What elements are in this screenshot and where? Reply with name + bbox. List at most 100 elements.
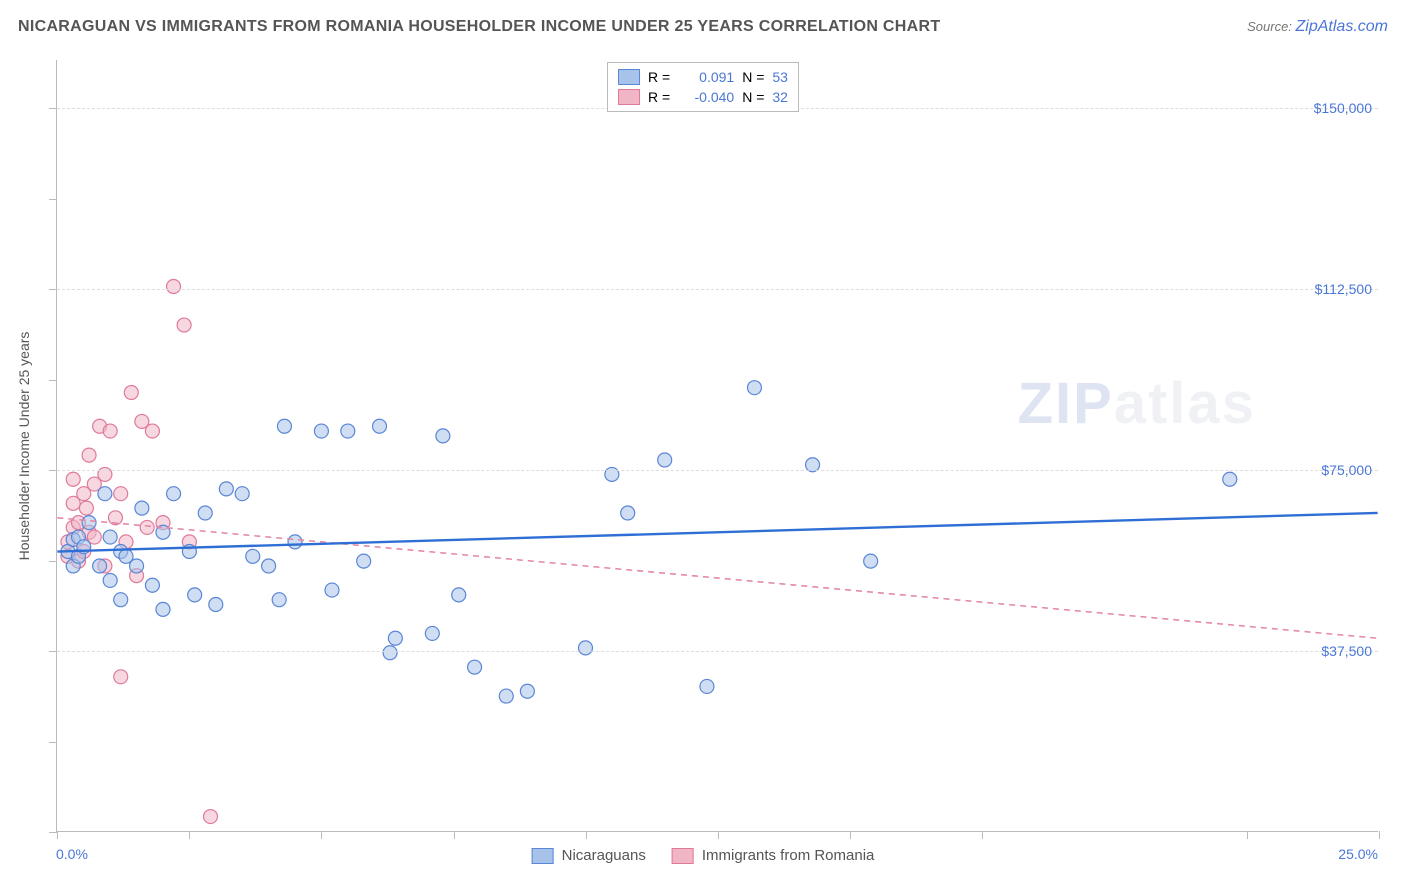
scatter-point — [156, 602, 170, 616]
x-tick — [321, 831, 322, 839]
x-axis-min-label: 0.0% — [56, 846, 88, 862]
scatter-svg — [57, 60, 1378, 831]
y-tick — [49, 199, 57, 200]
swatch-series-0 — [618, 69, 640, 85]
x-axis-max-label: 25.0% — [1338, 846, 1378, 862]
scatter-point — [341, 424, 355, 438]
scatter-point — [114, 670, 128, 684]
scatter-point — [425, 626, 439, 640]
x-tick — [189, 831, 190, 839]
scatter-point — [621, 506, 635, 520]
scatter-point — [98, 487, 112, 501]
scatter-point — [277, 419, 291, 433]
x-tick — [454, 831, 455, 839]
scatter-point — [262, 559, 276, 573]
y-tick — [49, 289, 57, 290]
legend-label-1: Immigrants from Romania — [702, 847, 875, 864]
scatter-point — [1223, 472, 1237, 486]
x-tick — [586, 831, 587, 839]
scatter-point — [272, 593, 286, 607]
scatter-point — [209, 598, 223, 612]
scatter-point — [246, 549, 260, 563]
scatter-point — [288, 535, 302, 549]
source: Source: ZipAtlas.com — [1247, 18, 1388, 36]
scatter-point — [124, 386, 138, 400]
scatter-point — [167, 279, 181, 293]
trend-line — [57, 518, 1377, 638]
source-label: Source: — [1247, 19, 1295, 34]
scatter-point — [314, 424, 328, 438]
n-label: N = — [742, 69, 764, 85]
y-axis-label: Householder Income Under 25 years — [16, 332, 32, 561]
y-tick — [49, 651, 57, 652]
scatter-point — [452, 588, 466, 602]
y-tick — [49, 470, 57, 471]
scatter-point — [140, 520, 154, 534]
legend-stats-row: R = -0.040 N = 32 — [618, 87, 788, 107]
scatter-point — [66, 472, 80, 486]
scatter-point — [747, 381, 761, 395]
header: NICARAGUAN VS IMMIGRANTS FROM ROMANIA HO… — [18, 18, 1388, 36]
y-tick — [49, 561, 57, 562]
scatter-point — [103, 573, 117, 587]
scatter-point — [82, 448, 96, 462]
x-tick — [850, 831, 851, 839]
y-tick — [49, 832, 57, 833]
chart-title: NICARAGUAN VS IMMIGRANTS FROM ROMANIA HO… — [18, 18, 940, 36]
scatter-point — [103, 530, 117, 544]
scatter-point — [388, 631, 402, 645]
y-gridline-label: $75,000 — [1321, 462, 1372, 478]
scatter-point — [373, 419, 387, 433]
scatter-point — [864, 554, 878, 568]
scatter-point — [658, 453, 672, 467]
r-label: R = — [648, 69, 670, 85]
n-value-1: 32 — [772, 89, 788, 105]
scatter-point — [145, 424, 159, 438]
scatter-point — [219, 482, 233, 496]
x-tick — [718, 831, 719, 839]
scatter-point — [520, 684, 534, 698]
legend-series: Nicaraguans Immigrants from Romania — [532, 847, 875, 864]
n-value-0: 53 — [772, 69, 788, 85]
y-tick — [49, 108, 57, 109]
n-label: N = — [742, 89, 764, 105]
r-label: R = — [648, 89, 670, 105]
y-tick — [49, 742, 57, 743]
scatter-point — [700, 679, 714, 693]
scatter-point — [93, 559, 107, 573]
scatter-point — [167, 487, 181, 501]
swatch-series-1 — [618, 89, 640, 105]
legend-label-0: Nicaraguans — [562, 847, 646, 864]
gridline — [57, 651, 1378, 652]
x-tick — [1379, 831, 1380, 839]
scatter-point — [357, 554, 371, 568]
y-gridline-label: $150,000 — [1314, 100, 1372, 116]
trend-line — [57, 513, 1377, 552]
x-tick — [57, 831, 58, 839]
y-tick — [49, 380, 57, 381]
scatter-point — [468, 660, 482, 674]
scatter-point — [383, 646, 397, 660]
gridline — [57, 470, 1378, 471]
x-tick — [982, 831, 983, 839]
scatter-point — [578, 641, 592, 655]
r-value-0: 0.091 — [678, 69, 734, 85]
scatter-point — [79, 501, 93, 515]
x-tick — [1247, 831, 1248, 839]
legend-stats-row: R = 0.091 N = 53 — [618, 67, 788, 87]
source-link[interactable]: ZipAtlas.com — [1296, 18, 1388, 35]
scatter-point — [103, 424, 117, 438]
y-gridline-label: $112,500 — [1315, 281, 1372, 297]
scatter-point — [177, 318, 191, 332]
legend-item: Nicaraguans — [532, 847, 646, 864]
swatch-series-0 — [532, 848, 554, 864]
gridline — [57, 289, 1378, 290]
scatter-point — [135, 501, 149, 515]
plot-area: $37,500$75,000$112,500$150,000 — [56, 60, 1378, 832]
scatter-point — [188, 588, 202, 602]
scatter-point — [235, 487, 249, 501]
swatch-series-1 — [672, 848, 694, 864]
scatter-point — [114, 487, 128, 501]
r-value-1: -0.040 — [678, 89, 734, 105]
scatter-point — [436, 429, 450, 443]
